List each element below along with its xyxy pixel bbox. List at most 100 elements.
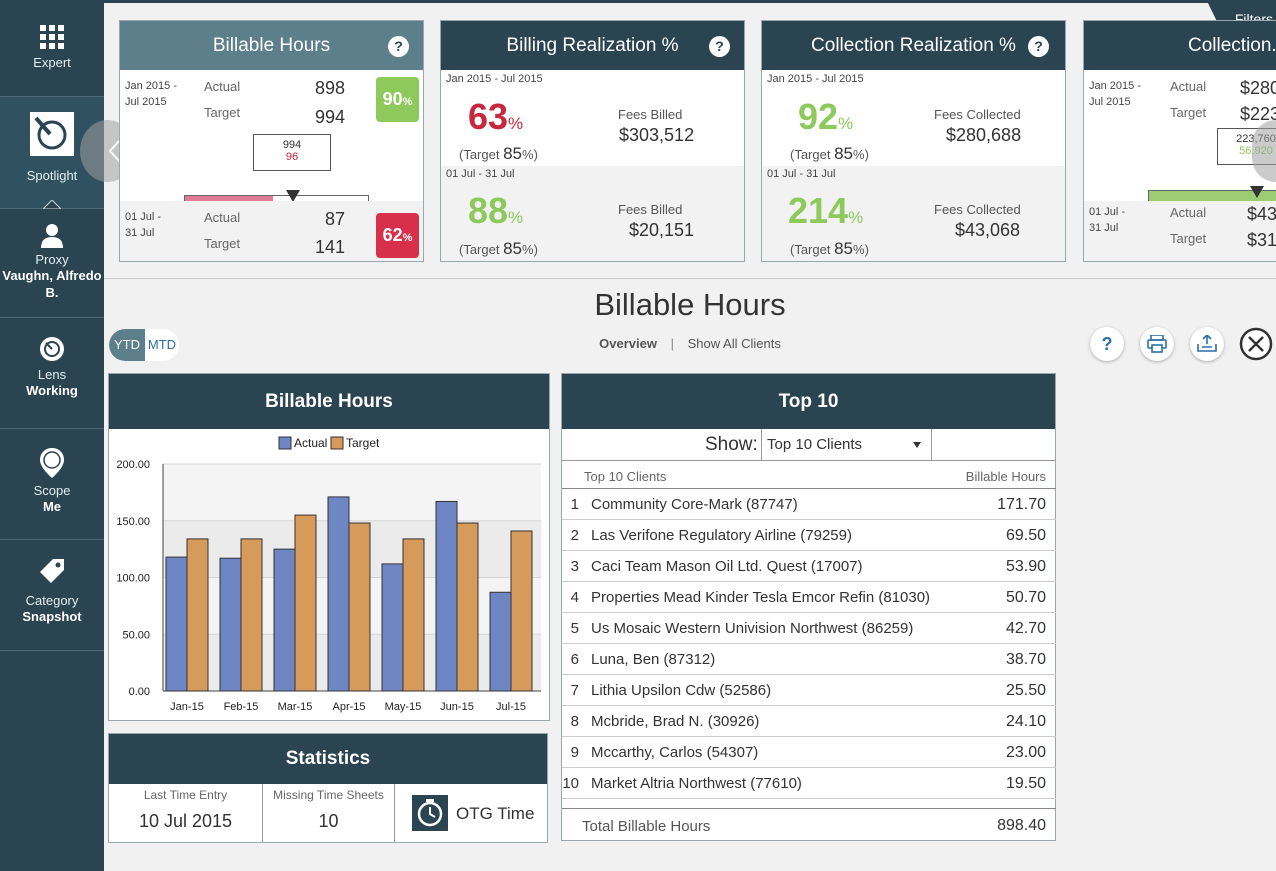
bar-actual-apr-15[interactable] [327, 496, 350, 692]
table-row[interactable]: 5 Us Mosaic Western Univision Northwest (… [562, 613, 1056, 644]
bar-target-jul-15[interactable] [510, 530, 533, 692]
target-value: 85 [834, 144, 854, 163]
chart-panel-title: Billable Hours [265, 391, 393, 412]
ytd-realization-number: 63 [468, 96, 509, 137]
bar-target-jun-15[interactable] [456, 522, 479, 692]
legend-swatch-target [330, 436, 344, 450]
ytd-realization-value: 92% [798, 96, 853, 138]
card-title: Billing Realization % [506, 35, 679, 56]
sidebar-item-value: Vaughn, Alfredo B. [2, 268, 102, 300]
sidebar-item-lens[interactable]: Lens Working [0, 318, 104, 429]
sidebar-item-spotlight[interactable]: Spotlight [0, 97, 104, 209]
page-title: Billable Hours [594, 287, 786, 322]
export-button[interactable] [1190, 327, 1224, 361]
help-button[interactable]: ? [1090, 327, 1124, 361]
show-label: Show: [705, 434, 758, 455]
hours-column-header: Billable Hours [965, 469, 1046, 484]
last-time-entry-value: 10 Jul 2015 [138, 811, 233, 831]
mtd-actual-value: 87 [324, 209, 345, 229]
row-hours: 19.50 [1005, 775, 1046, 792]
y-tick-label: 150.00 [116, 516, 150, 528]
mtd-fees-value: $43,068 [955, 220, 1021, 240]
sidebar-item-label: Category [25, 593, 79, 608]
sidebar-item-value: Me [42, 499, 62, 514]
otg-clock-icon [412, 795, 448, 831]
fees-label: Fees Billed [618, 107, 683, 122]
mtd-section: 01 Jul - 31 Jul 88% (Target 85%) Fees Bi… [441, 166, 744, 261]
bar-actual-mar-15[interactable] [273, 548, 296, 692]
otg-time-button[interactable]: OTG Time [395, 784, 547, 842]
help-button[interactable]: ? [388, 36, 409, 57]
table-row[interactable]: 10 Market Altria Northwest (77610) 19.50 [562, 768, 1056, 799]
top10-select[interactable]: Top 10 Clients [761, 429, 932, 460]
percent-sign: % [508, 208, 524, 227]
bar-actual-jan-15[interactable] [165, 556, 188, 692]
sidebar-item-label: Scope [33, 483, 71, 498]
kpi-card-collection-realization[interactable]: Collection Realization % ? Jan 2015 - Ju… [761, 20, 1066, 262]
bar-target-may-15[interactable] [402, 538, 425, 692]
toggle-mtd[interactable]: MTD [147, 337, 177, 352]
mtd-target-value: 141 [314, 237, 345, 257]
table-row[interactable]: 2 Las Verifone Regulatory Airline (79259)… [562, 520, 1056, 551]
table-row[interactable]: 9 Mccarthy, Carlos (54307) 23.00 [562, 737, 1056, 768]
bar-actual-may-15[interactable] [381, 563, 404, 692]
mtd-target-value: $31 [1247, 230, 1276, 250]
sidebar-item-value: Working [26, 383, 78, 398]
percent-sign: %) [853, 242, 869, 257]
print-button[interactable] [1140, 327, 1174, 361]
table-row[interactable]: 7 Lithia Upsilon Cdw (52586) 25.50 [562, 675, 1056, 706]
print-icon [1147, 334, 1167, 353]
kpi-card-billing-realization[interactable]: Billing Realization % ? Jan 2015 - Jul 2… [440, 20, 745, 262]
ytd-target-value: $223 [1240, 104, 1276, 124]
target-label: Target [204, 236, 241, 251]
row-client-name: Luna, Ben (87312) [591, 651, 716, 668]
kpi-card-collection[interactable]: Collection... Jan 2015 - Jul 2015 Actual… [1083, 20, 1276, 262]
bar-target-jan-15[interactable] [186, 538, 209, 692]
sidebar-item-expert[interactable]: Expert [0, 0, 104, 97]
statistics-panel: Statistics Last Time Entry 10 Jul 2015 M… [108, 733, 548, 843]
table-row[interactable]: 3 Caci Team Mason Oil Ltd. Quest (17007) 5… [562, 551, 1056, 582]
kpi-card-billable-hours[interactable]: Billable Hours ? Jan 2015 - Jul 2015 Act… [119, 20, 424, 262]
gauge-actual-pct: 96 [285, 151, 299, 163]
row-hours: 25.50 [1005, 682, 1046, 699]
card-header: Billable Hours ? [120, 21, 423, 70]
map-pin-icon [40, 448, 64, 478]
top10-column-headers: Top 10 Clients Billable Hours [562, 462, 1056, 489]
card-header: Collection... [1084, 21, 1276, 70]
table-row[interactable]: 8 Mcbride, Brad N. (30926) 24.10 [562, 706, 1056, 737]
ytd-percent-badge: 90% [376, 77, 419, 122]
percent-sign: % [838, 114, 854, 133]
help-button[interactable]: ? [1028, 36, 1049, 57]
top10-header: Top 10 [562, 374, 1055, 429]
show-all-clients-link[interactable]: Show All Clients [687, 336, 781, 351]
actual-label: Actual [1170, 205, 1207, 220]
carousel-next-button[interactable] [1252, 120, 1276, 182]
table-row[interactable]: 4 Properties Mead Kinder Tesla Emcor Refi… [562, 582, 1056, 613]
sidebar-item-category[interactable]: Category Snapshot [0, 540, 104, 651]
row-client-name: Mcbride, Brad N. (30926) [591, 713, 760, 730]
bar-target-mar-15[interactable] [294, 514, 317, 692]
close-button[interactable] [1239, 327, 1273, 361]
sidebar-item-proxy[interactable]: Proxy Vaughn, Alfredo B. [0, 209, 104, 318]
bar-target-feb-15[interactable] [240, 538, 263, 692]
toggle-ytd[interactable]: YTD [109, 329, 145, 361]
export-icon [1197, 333, 1217, 352]
top-border [104, 0, 1276, 3]
nav-separator: | [670, 336, 674, 351]
help-button[interactable]: ? [709, 36, 730, 57]
table-row[interactable]: 6 Luna, Ben (87312) 38.70 [562, 644, 1056, 675]
gauge-callout: 994 96 [253, 134, 331, 171]
bar-actual-jul-15[interactable] [489, 591, 512, 692]
spotlight-icon [30, 112, 74, 156]
overview-link[interactable]: Overview [599, 336, 657, 351]
ytd-actual-value: 898 [314, 78, 345, 98]
mtd-realization-value: 88% [468, 190, 523, 232]
ytd-percent-value: 90 [382, 89, 403, 109]
sidebar-item-scope[interactable]: Scope Me [0, 429, 104, 540]
bar-actual-feb-15[interactable] [219, 557, 242, 692]
bar-target-apr-15[interactable] [348, 522, 371, 692]
table-row[interactable]: 1 Community Core-Mark (87747) 171.70 [562, 489, 1056, 520]
bar-actual-jun-15[interactable] [435, 500, 458, 692]
period-toggle[interactable]: YTD MTD [109, 329, 179, 361]
view-links: Overview | Show All Clients [560, 336, 820, 351]
